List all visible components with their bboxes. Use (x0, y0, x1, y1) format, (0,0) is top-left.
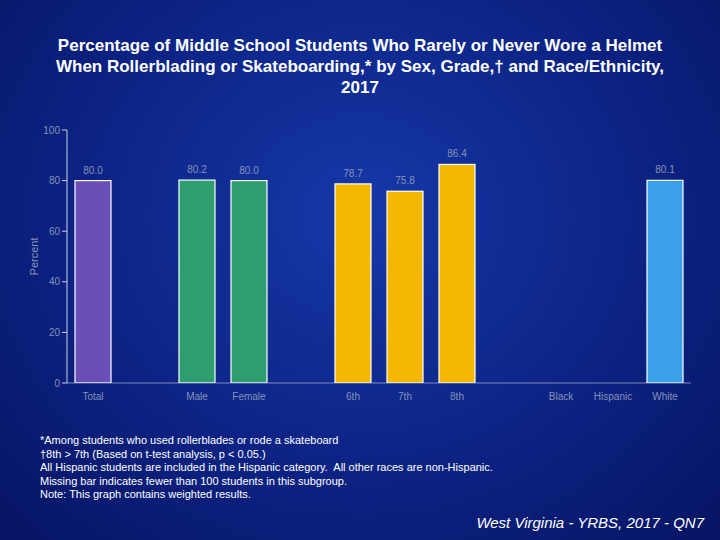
x-axis-line (67, 383, 691, 384)
chart: 0 20 40 60 80 100 Percent Total Male Female 6th 7th… (0, 0, 720, 540)
bar (647, 180, 683, 383)
x-tick-label: White (652, 391, 678, 402)
x-tick-label: Male (186, 391, 208, 402)
x-tick-label: Black (549, 391, 574, 402)
y-tick-label: 40 (49, 276, 61, 287)
y-tick-label: 0 (54, 378, 60, 389)
bar (75, 181, 111, 383)
x-tick-label: 6th (346, 391, 360, 402)
y-tick-label: 20 (49, 327, 61, 338)
y-tick (62, 383, 67, 384)
footnotes: *Among students who used rollerblades or… (40, 434, 493, 502)
x-tick-label: Female (232, 391, 266, 402)
x-tick-label: Hispanic (594, 391, 632, 402)
bar (439, 164, 475, 383)
bar (335, 184, 371, 383)
y-axis-line (67, 130, 68, 383)
y-tick (62, 231, 67, 232)
chart-title: Percentage of Middle School Students Who… (55, 35, 665, 98)
y-tick-label: 80 (49, 175, 61, 186)
footnote: All Hispanic students are included in th… (40, 461, 493, 475)
bar (387, 191, 423, 383)
x-tick-label: Total (82, 391, 103, 402)
slide: Percentage of Middle School Students Who… (0, 0, 720, 540)
footnote: †8th > 7th (Based on t-test analysis, p … (40, 448, 493, 462)
data-label: 80.0 (239, 165, 259, 176)
y-tick-label: 100 (43, 125, 60, 136)
bars (75, 164, 683, 383)
y-tick (62, 281, 67, 282)
y-tick (62, 180, 67, 181)
footnote: Missing bar indicates fewer than 100 stu… (40, 475, 493, 489)
data-label: 86.4 (447, 148, 467, 159)
footnote: *Among students who used rollerblades or… (40, 434, 493, 448)
y-tick (62, 332, 67, 333)
y-tick (62, 130, 67, 131)
x-tick-label: 8th (450, 391, 464, 402)
source: West Virginia - YRBS, 2017 - QN7 (476, 514, 704, 531)
footnote: Note: This graph contains weighted resul… (40, 488, 493, 502)
data-label: 78.7 (343, 168, 363, 179)
data-label: 80.0 (83, 165, 103, 176)
data-label: 80.1 (655, 164, 675, 175)
x-tick-label: 7th (398, 391, 412, 402)
data-label: 80.2 (187, 164, 207, 175)
y-tick-label: 60 (49, 226, 61, 237)
y-axis-label: Percent (28, 238, 40, 276)
bar (231, 181, 267, 383)
data-label: 75.8 (395, 175, 415, 186)
bar (179, 180, 215, 383)
